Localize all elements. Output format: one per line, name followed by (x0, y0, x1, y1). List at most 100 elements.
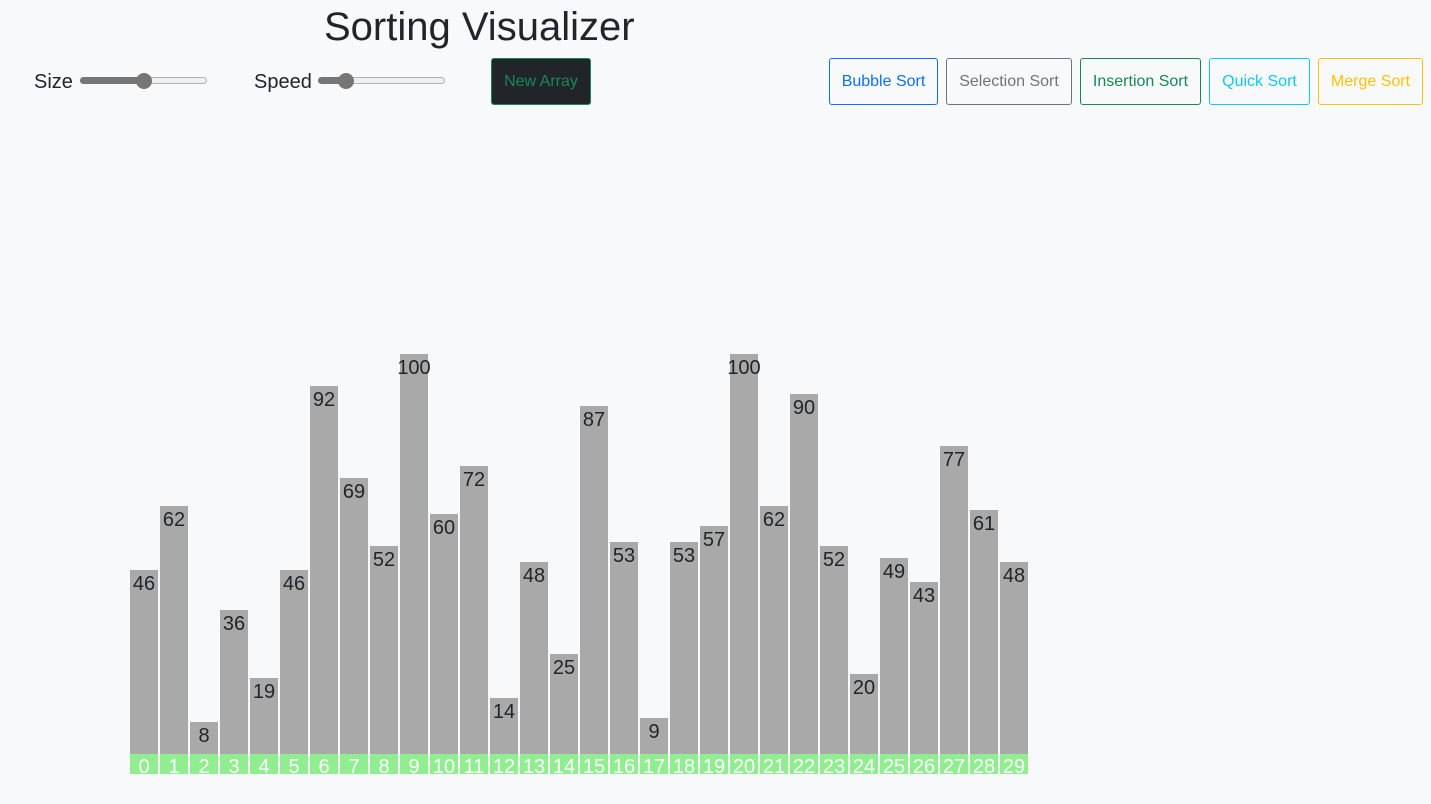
insertion-sort-button[interactable]: Insertion Sort (1080, 58, 1201, 105)
size-label: Size (34, 71, 73, 93)
array-bar: 43 (910, 582, 938, 754)
size-slider-fill (80, 77, 144, 84)
bar-index-label: 20 (730, 754, 758, 774)
bar-index-label: 23 (820, 754, 848, 774)
array-bar: 90 (790, 394, 818, 754)
array-bar: 52 (820, 546, 848, 754)
array-bar: 92 (310, 386, 338, 754)
bar-index-label: 18 (670, 754, 698, 774)
array-bar: 52 (370, 546, 398, 754)
bar-value-label: 46 (282, 573, 306, 595)
bar-index-label: 24 (850, 754, 878, 774)
bar-value-label: 48 (1002, 565, 1026, 587)
page-title: Sorting Visualizer (324, 5, 635, 49)
bubble-sort-button[interactable]: Bubble Sort (829, 58, 938, 105)
bar-value-label: 46 (132, 573, 156, 595)
bar-index-label: 10 (430, 754, 458, 774)
array-bar: 46 (130, 570, 158, 754)
bar-value-label: 77 (942, 449, 966, 471)
bar-value-label: 100 (397, 357, 431, 379)
bar-index-label: 6 (310, 754, 338, 774)
bar-value-label: 60 (432, 517, 456, 539)
quick-sort-button[interactable]: Quick Sort (1209, 58, 1310, 105)
array-bar: 100 (397, 354, 431, 754)
speed-slider-fill (318, 77, 346, 84)
array-bar: 36 (220, 610, 248, 754)
array-bars: 46 0 62 1 8 2 3 6 3 19 4 46 5 9 2 6 69 7 52 8 100 9 60 10 72 11 14… (130, 0, 1030, 774)
array-bar: 46 (280, 570, 308, 754)
bar-index-label: 22 (790, 754, 818, 774)
bar-value-label: 62 (762, 509, 786, 531)
bar-value-label: 57 (702, 529, 726, 551)
bar-value-label: 9 (648, 721, 660, 743)
bar-value-label: 36 (222, 613, 246, 635)
array-bar: 49 (880, 558, 908, 754)
bar-value-label: 90 (792, 397, 816, 419)
bar-value-label: 87 (582, 409, 606, 431)
bar-index-label: 27 (940, 754, 968, 774)
array-bar: 53 (670, 542, 698, 754)
array-bar: 19 (250, 678, 278, 754)
array-bar: 60 (430, 514, 458, 754)
merge-sort-button[interactable]: Merge Sort (1318, 58, 1423, 105)
bar-index-label: 3 (220, 754, 248, 774)
bar-value-label: 61 (972, 513, 996, 535)
bar-index-label: 14 (550, 754, 578, 774)
array-bar: 57 (700, 526, 728, 754)
array-bar: 87 (580, 406, 608, 754)
array-bar: 9 (640, 718, 668, 754)
bar-value-label: 53 (612, 545, 636, 567)
bar-index-label: 11 (460, 754, 488, 774)
bar-index-label: 28 (970, 754, 998, 774)
bar-value-label: 20 (852, 677, 876, 699)
array-bar: 8 (190, 722, 218, 754)
array-bar: 69 (340, 478, 368, 754)
speed-slider-thumb[interactable] (337, 73, 354, 89)
bar-index-label: 19 (700, 754, 728, 774)
array-bar: 48 (520, 562, 548, 754)
array-bar: 14 (490, 698, 518, 754)
bar-value-label: 25 (552, 657, 576, 679)
bar-index-label: 13 (520, 754, 548, 774)
bar-value-label: 52 (372, 549, 396, 571)
bar-value-label: 14 (492, 701, 516, 723)
bar-index-label: 4 (250, 754, 278, 774)
bar-value-label: 92 (312, 389, 336, 411)
bar-value-label: 53 (672, 545, 696, 567)
bar-index-label: 26 (910, 754, 938, 774)
bar-value-label: 8 (198, 725, 210, 747)
size-slider[interactable] (80, 71, 207, 91)
bar-value-label: 69 (342, 481, 366, 503)
bar-value-label: 52 (822, 549, 846, 571)
bar-value-label: 62 (162, 509, 186, 531)
size-slider-thumb[interactable] (135, 73, 152, 89)
speed-slider[interactable] (318, 71, 445, 91)
array-bar: 25 (550, 654, 578, 754)
bar-value-label: 49 (882, 561, 906, 583)
array-bar: 62 (760, 506, 788, 754)
array-bar: 61 (970, 510, 998, 754)
bar-index-label: 12 (490, 754, 518, 774)
array-bar: 62 (160, 506, 188, 754)
bar-index-label: 0 (130, 754, 158, 774)
bar-value-label: 19 (252, 681, 276, 703)
bar-index-label: 15 (580, 754, 608, 774)
speed-label: Speed (254, 71, 312, 93)
array-bar: 48 (1000, 562, 1028, 754)
array-bar: 20 (850, 674, 878, 754)
array-bar: 72 (460, 466, 488, 754)
bar-index-label: 21 (760, 754, 788, 774)
bar-index-label: 16 (610, 754, 638, 774)
bar-index-label: 9 (400, 754, 428, 774)
bar-value-label: 72 (462, 469, 486, 491)
bar-index-label: 8 (370, 754, 398, 774)
bar-index-label: 29 (1000, 754, 1028, 774)
array-bar: 53 (610, 542, 638, 754)
bar-index-label: 5 (280, 754, 308, 774)
bar-value-label: 48 (522, 565, 546, 587)
array-bar: 77 (940, 446, 968, 754)
bar-value-label: 43 (912, 585, 936, 607)
bar-index-label: 7 (340, 754, 368, 774)
selection-sort-button[interactable]: Selection Sort (946, 58, 1072, 105)
new-array-button[interactable]: New Array (491, 58, 591, 105)
